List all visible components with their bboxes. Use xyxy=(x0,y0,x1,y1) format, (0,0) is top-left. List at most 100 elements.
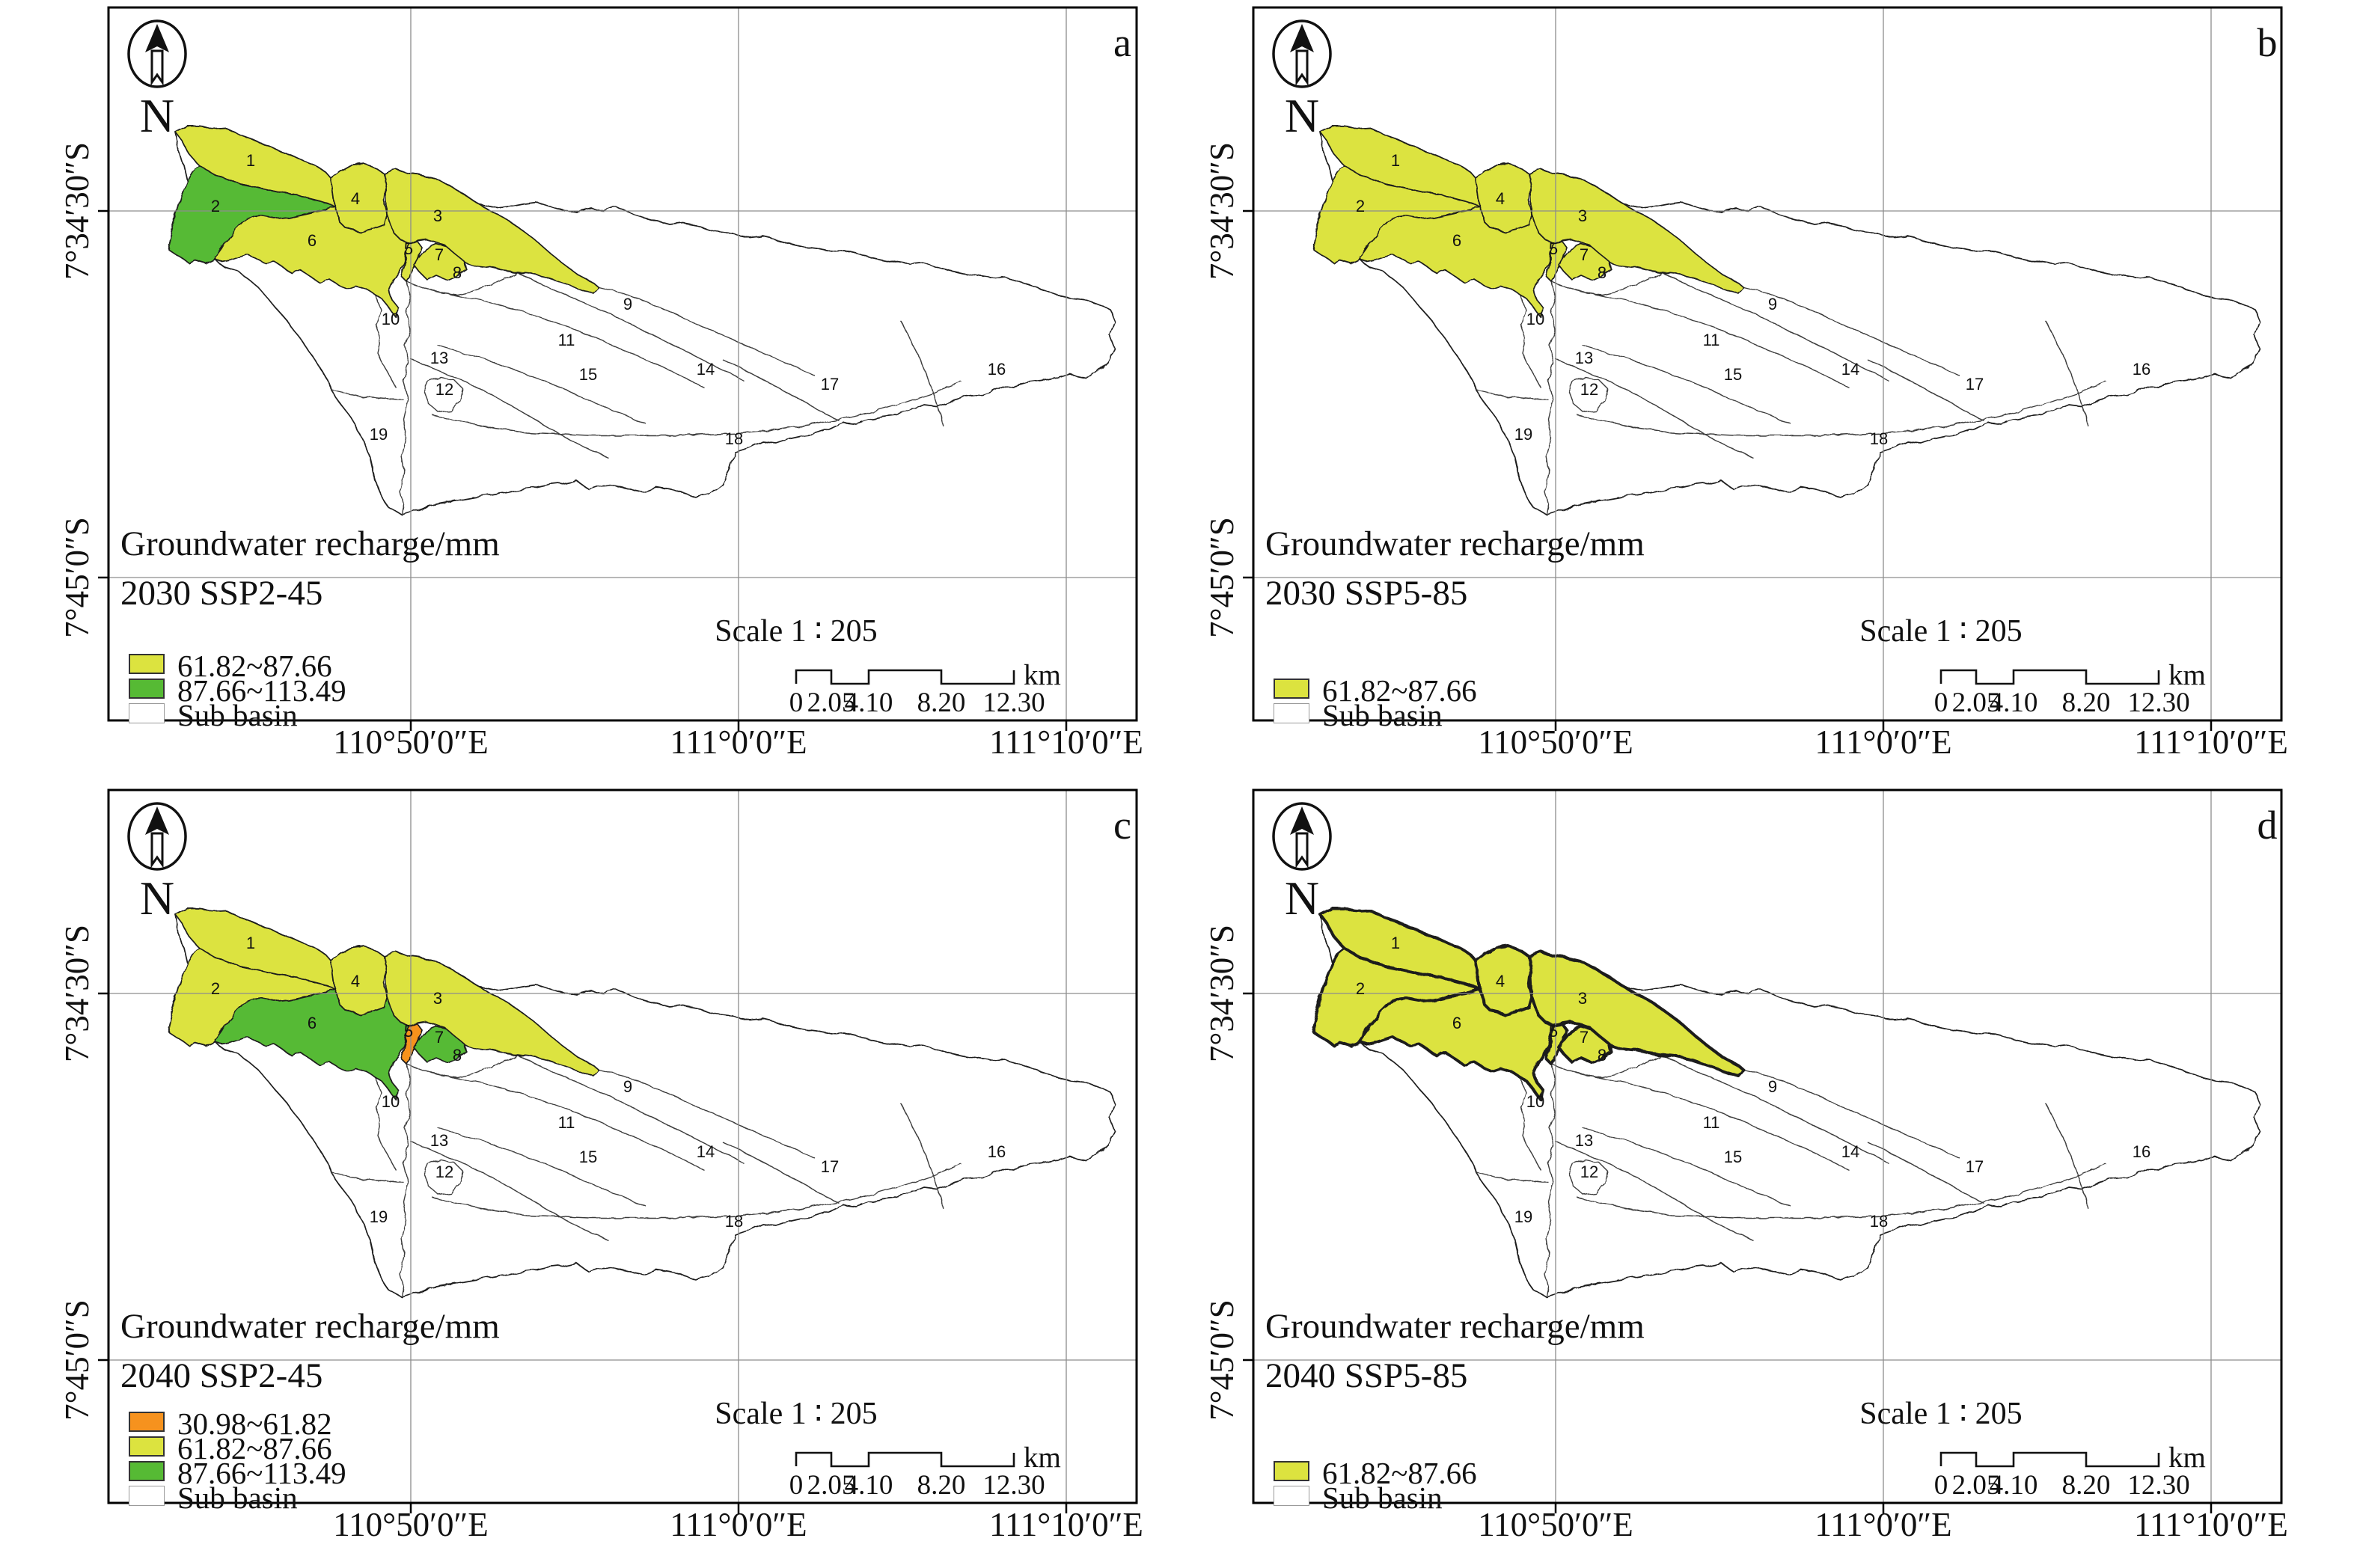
scenario-label: 2030 SSP2-45 xyxy=(120,574,323,613)
x-axis-label: 110°50′0″E xyxy=(1478,1506,1633,1543)
map-canvas: 1 2 3 4 5 6 7 8 9 10 11 12 13 14 15 16 17 18 19 xyxy=(1243,6,2283,731)
x-axis-label: 111°0′0″E xyxy=(670,723,807,761)
subbasin-number-16: 16 xyxy=(988,1142,1006,1161)
subbasin-boundary xyxy=(431,290,705,388)
subbasin-number-6: 6 xyxy=(308,231,317,250)
subbasin-region-7 xyxy=(413,1026,467,1063)
watershed-map xyxy=(1312,125,2260,515)
legend-label: Sub basin xyxy=(1322,698,1443,732)
subbasin-number-2: 2 xyxy=(1356,979,1365,998)
legend-label: Sub basin xyxy=(177,698,298,732)
scale-ratio-label: Scale 1 ∶ 205 xyxy=(1859,1397,2023,1431)
x-axis-label: 110°50′0″E xyxy=(333,1506,489,1543)
subbasin-number-15: 15 xyxy=(579,365,597,384)
subbasin-number-14: 14 xyxy=(697,360,715,379)
y-axis-label: 7°34′30″S xyxy=(1203,924,1241,1063)
watershed-map xyxy=(167,907,1116,1298)
subbasin-number-19: 19 xyxy=(1514,1207,1532,1226)
legend-title: Groundwater recharge/mm xyxy=(1265,524,1645,563)
scale-tick-label: 12.30 xyxy=(2127,1470,2190,1501)
north-label: N xyxy=(1284,872,1320,925)
subbasin-number-15: 15 xyxy=(1724,365,1742,384)
subbasin-number-13: 13 xyxy=(1575,349,1593,367)
y-axis-label: 7°34′30″S xyxy=(58,924,96,1063)
subbasin-region-7 xyxy=(1558,243,1612,281)
subbasin-number-5: 5 xyxy=(404,1022,413,1041)
subbasin-number-8: 8 xyxy=(453,1046,462,1065)
subbasin-boundary xyxy=(1866,358,1984,421)
scale-bar xyxy=(795,669,1015,685)
legend-label: 61.82~87.66 xyxy=(177,1431,332,1466)
legend-swatch-yellow xyxy=(129,654,165,674)
subbasin-region-6 xyxy=(214,988,409,1100)
map-canvas: 1 2 3 4 5 6 7 8 9 10 11 12 13 14 15 16 17 18 19 xyxy=(98,6,1138,731)
subbasin-number-6: 6 xyxy=(1452,231,1461,250)
scale-bar xyxy=(1939,1451,2160,1468)
north-arrow-icon xyxy=(1272,802,1332,871)
subbasin-region-6 xyxy=(214,206,409,318)
scale-unit-label: km xyxy=(1024,659,1061,691)
legend-swatch-yellow xyxy=(1274,1461,1309,1481)
scale-ratio-label: Scale 1 ∶ 205 xyxy=(715,1397,878,1431)
subbasin-number-3: 3 xyxy=(433,206,442,225)
subbasin-number-5: 5 xyxy=(404,239,413,258)
scale-tick-label: 2.05 xyxy=(1951,1470,2001,1501)
subbasin-number-1: 1 xyxy=(246,151,255,170)
subbasin-number-10: 10 xyxy=(382,310,400,328)
scale-bar xyxy=(795,1451,1015,1468)
x-axis-label: 111°10′0″E xyxy=(989,723,1143,761)
scale-tick-label: 8.20 xyxy=(917,1470,966,1501)
watershed-map xyxy=(1311,907,2260,1298)
subbasin-number-7: 7 xyxy=(1580,245,1589,264)
subbasin-region-3 xyxy=(1528,168,1744,294)
subbasin-boundary xyxy=(1550,272,1663,295)
north-label: N xyxy=(1284,89,1320,142)
subbasin-boundary xyxy=(901,321,944,427)
subbasin-boundary xyxy=(1568,376,1609,412)
subbasin-number-1: 1 xyxy=(1391,934,1400,952)
subbasin-boundary xyxy=(431,381,962,436)
subbasin-region-7 xyxy=(1557,1025,1612,1064)
subbasin-number-16: 16 xyxy=(988,360,1006,379)
subbasin-number-17: 17 xyxy=(821,375,839,393)
map-frame xyxy=(107,788,1138,1504)
legend-title: Groundwater recharge/mm xyxy=(120,524,500,563)
map-panel-b: 1 2 3 4 5 6 7 8 9 10 11 12 13 14 15 16 17 18 19 N b Ground… xyxy=(1145,0,2357,784)
x-axis-label: 111°10′0″E xyxy=(2134,1506,2288,1543)
legend-swatch-yellow xyxy=(129,1436,165,1457)
scale-tick-label: 4.10 xyxy=(844,687,893,718)
subbasin-number-11: 11 xyxy=(1703,1113,1720,1132)
scale-tick-label: 8.20 xyxy=(2061,687,2111,718)
subbasin-number-7: 7 xyxy=(435,1028,444,1047)
subbasin-boundary xyxy=(598,287,816,376)
x-axis-label: 111°10′0″E xyxy=(2134,723,2288,761)
subbasin-number-11: 11 xyxy=(1703,331,1720,349)
scale-tick-label: 0 xyxy=(789,1470,804,1501)
subbasin-number-2: 2 xyxy=(211,979,220,998)
subbasin-number-17: 17 xyxy=(821,1157,839,1176)
legend-label: 87.66~113.49 xyxy=(177,1456,346,1490)
subbasin-boundary xyxy=(1582,345,1793,426)
subbasin-number-19: 19 xyxy=(370,425,388,444)
x-axis-label: 110°50′0″E xyxy=(1478,723,1633,761)
subbasin-number-1: 1 xyxy=(1391,151,1400,170)
subbasin-number-8: 8 xyxy=(1598,1046,1607,1065)
subbasin-boundary xyxy=(516,272,744,381)
subbasin-boundary xyxy=(2046,1103,2089,1210)
subbasin-boundary xyxy=(437,345,648,426)
subbasin-boundary xyxy=(1544,281,1556,515)
subbasin-number-13: 13 xyxy=(430,349,448,367)
subbasin-boundary xyxy=(721,1141,840,1204)
subbasin-number-12: 12 xyxy=(1580,1163,1598,1181)
subbasin-boundary xyxy=(2046,321,2089,427)
panel-letter: a xyxy=(1113,20,1131,65)
scale-tick-label: 0 xyxy=(789,687,804,718)
subbasin-number-16: 16 xyxy=(2133,1142,2150,1161)
subbasin-number-3: 3 xyxy=(433,989,442,1008)
subbasin-number-18: 18 xyxy=(1870,429,1888,448)
map-canvas: 1 2 3 4 5 6 7 8 9 10 11 12 13 14 15 16 17 18 19 xyxy=(98,788,1138,1513)
scale-tick-label: 12.30 xyxy=(2127,687,2190,718)
subbasin-number-15: 15 xyxy=(579,1148,597,1166)
